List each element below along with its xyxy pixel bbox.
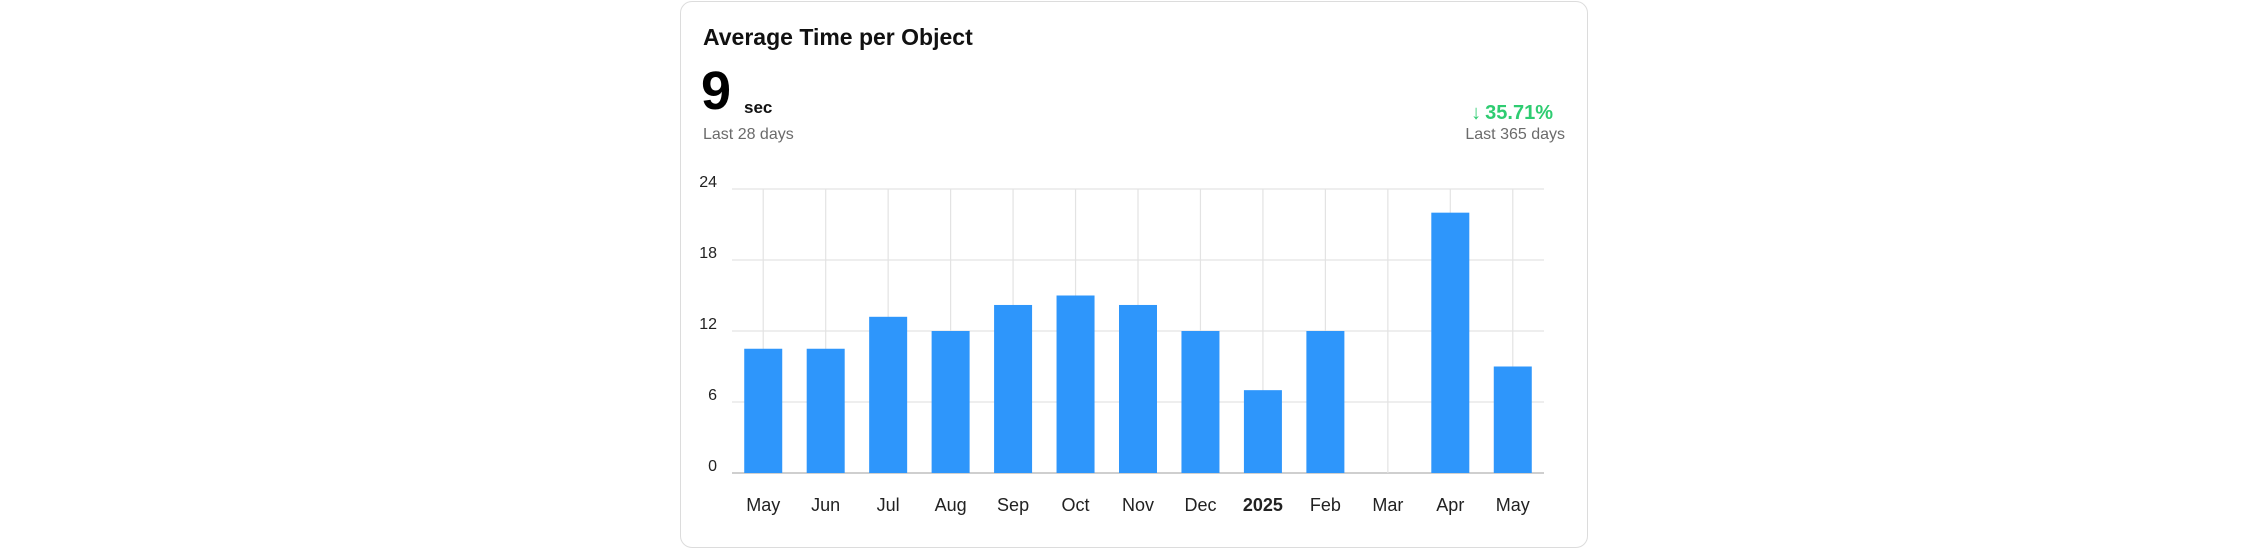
bar	[744, 348, 783, 473]
x-tick-label: Aug	[935, 495, 967, 515]
x-tick-label: Oct	[1062, 495, 1090, 515]
x-tick-label: Nov	[1122, 495, 1154, 515]
bar	[869, 316, 908, 473]
card-title: Average Time per Object	[703, 24, 973, 50]
x-tick-label: 2025	[1243, 495, 1283, 515]
x-tick-label: Apr	[1436, 495, 1464, 515]
y-tick-label: 0	[708, 458, 717, 475]
change-indicator: ↓ 35.71%	[1471, 102, 1553, 125]
bar	[806, 348, 845, 473]
arrow-down-icon: ↓	[1471, 102, 1482, 124]
bar	[1119, 304, 1157, 473]
bar	[1306, 331, 1345, 473]
average-time-card: Average Time per Object 9 sec Last 28 da…	[680, 1, 1588, 548]
bar	[1056, 295, 1095, 473]
y-tick-label: 12	[699, 316, 717, 333]
y-tick-label: 6	[708, 387, 717, 404]
bar	[1243, 390, 1282, 473]
bar	[994, 304, 1033, 473]
change-value: 35.71%	[1485, 102, 1553, 124]
x-tick-label: Jun	[811, 495, 840, 515]
x-tick-label: May	[1496, 495, 1530, 515]
bar	[1181, 331, 1220, 473]
metric-value: 9	[701, 61, 732, 121]
metric-period: Last 28 days	[703, 126, 794, 143]
y-tick-label: 24	[699, 174, 717, 191]
x-tick-label: Dec	[1184, 495, 1216, 515]
x-tick-label: Jul	[877, 495, 900, 515]
bar-chart: 0 6 12 18 24 May Jun Jul Aug Sep Oct Nov Dec 2025 Feb M…	[699, 174, 1544, 515]
change-period: Last 365 days	[1465, 126, 1565, 143]
metric-unit: sec	[744, 98, 773, 117]
x-tick-label: Mar	[1372, 495, 1403, 515]
x-tick-label: Feb	[1310, 495, 1341, 515]
x-tick-label: May	[746, 495, 780, 515]
bar	[1431, 212, 1470, 473]
y-tick-label: 18	[699, 245, 717, 262]
bar	[931, 331, 970, 473]
bar	[1493, 366, 1532, 473]
x-tick-label: Sep	[997, 495, 1029, 515]
